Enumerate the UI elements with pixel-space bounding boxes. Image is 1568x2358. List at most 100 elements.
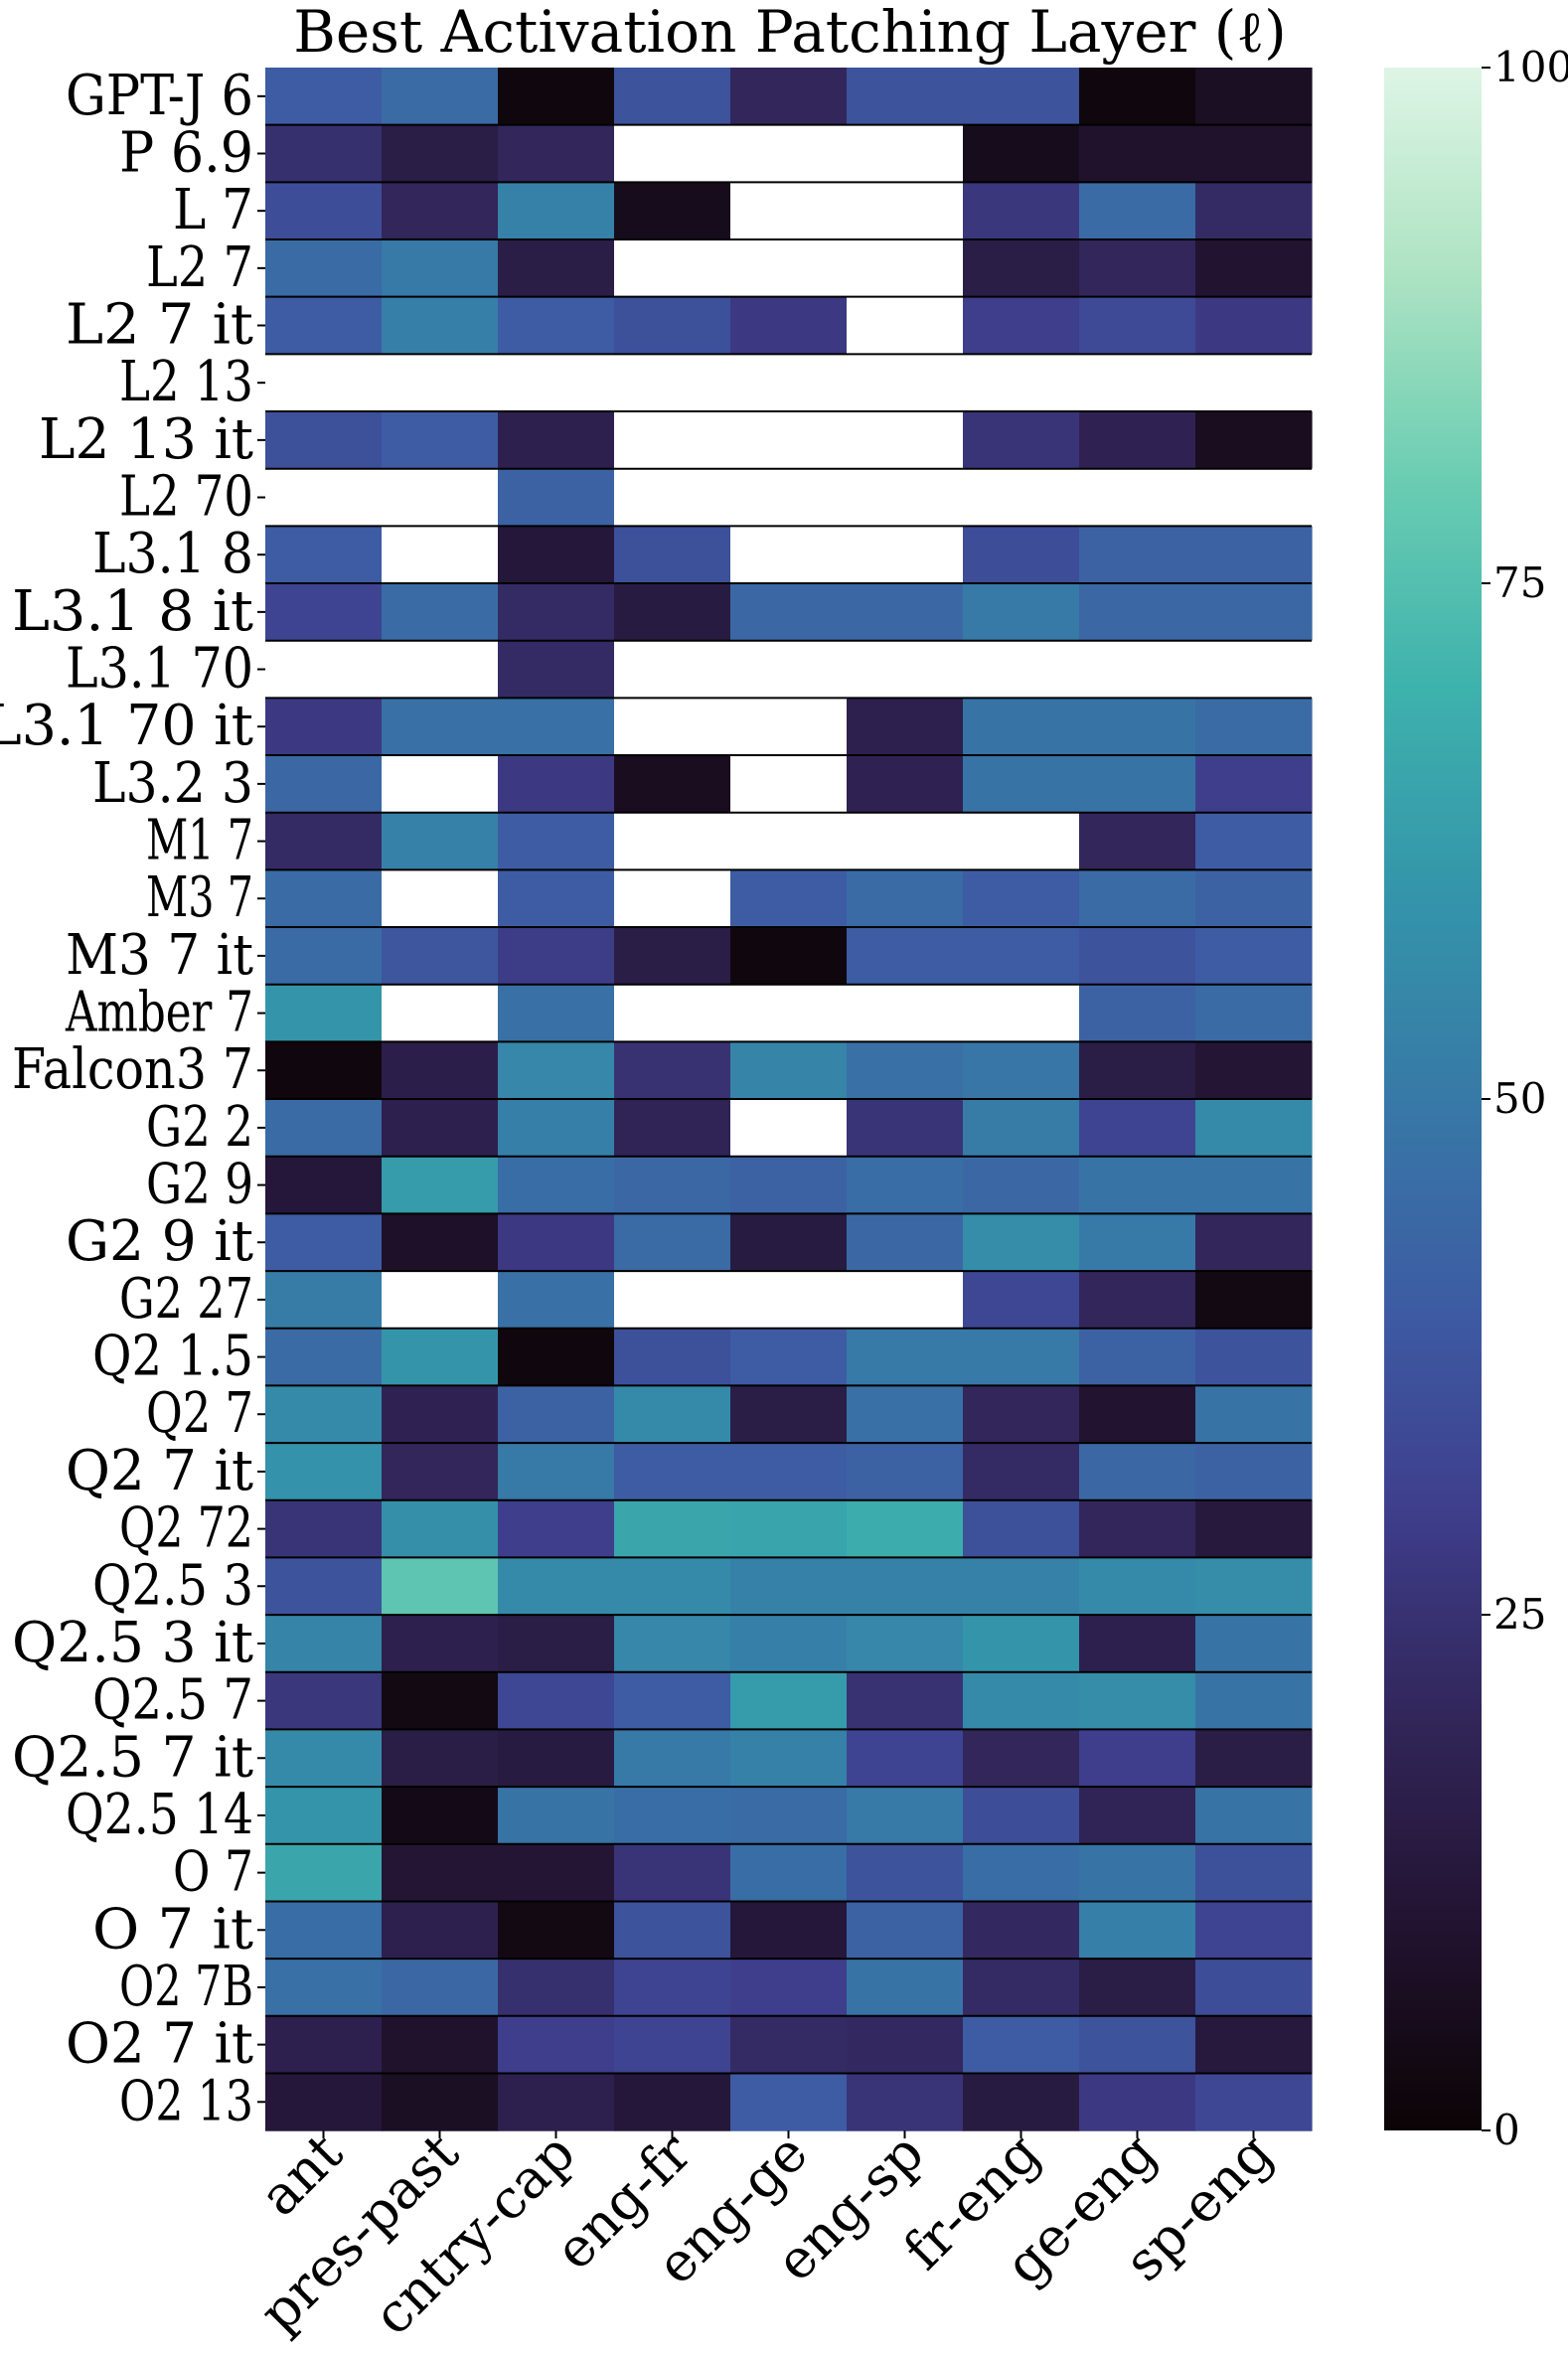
heatmap-cell — [963, 1729, 1080, 1788]
heatmap-cell — [265, 984, 383, 1042]
heatmap-cell — [382, 68, 499, 126]
heatmap-cell — [1195, 1443, 1313, 1501]
heatmap-cell — [265, 2015, 383, 2075]
row-label: P 6.9 — [119, 121, 253, 186]
heatmap-cell — [265, 1499, 383, 1559]
heatmap-cell — [614, 812, 731, 870]
heatmap-cell — [498, 1271, 615, 1330]
heatmap-cell — [498, 583, 615, 642]
heatmap-cell — [498, 1615, 615, 1673]
heatmap-cell — [1079, 1443, 1196, 1501]
heatmap-cell — [847, 984, 964, 1042]
heatmap-cell — [1079, 1671, 1196, 1731]
heatmap-cell — [730, 1099, 848, 1158]
heatmap-cell — [730, 124, 848, 183]
heatmap-cell — [847, 1041, 964, 1100]
heatmap-cell — [614, 1615, 731, 1673]
heatmap-cell — [498, 239, 615, 298]
heatmap-cell — [963, 1156, 1080, 1214]
heatmap-cell — [614, 239, 731, 298]
heatmap-cell — [847, 1099, 964, 1158]
heatmap-cell — [498, 1156, 615, 1214]
heatmap-cell — [963, 2015, 1080, 2075]
heatmap-cell — [730, 1271, 848, 1330]
row-label: L3.1 8 it — [12, 579, 254, 644]
heatmap-cell — [382, 411, 499, 470]
heatmap-cell — [265, 1385, 383, 1444]
row-label: O2 7B — [119, 1955, 253, 2019]
heatmap-cell — [614, 296, 731, 355]
heatmap-cell — [498, 1959, 615, 2017]
heatmap-cell — [847, 2015, 964, 2075]
heatmap-cell — [963, 1959, 1080, 2017]
heatmap-cell — [498, 1557, 615, 1616]
colorbar — [1384, 68, 1482, 2130]
heatmap-cell — [1079, 239, 1196, 298]
row-label: Q2.5 14 — [66, 1783, 253, 1847]
heatmap-cell — [382, 1901, 499, 1960]
heatmap-cell — [963, 927, 1080, 986]
heatmap-cell — [730, 583, 848, 642]
heatmap-cell — [1195, 640, 1313, 699]
heatmap-cell — [614, 1499, 731, 1559]
row-label: O2 7 it — [66, 2012, 253, 2077]
heatmap-cell — [1195, 869, 1313, 928]
heatmap-cell — [382, 468, 499, 527]
heatmap-cell — [1195, 1671, 1313, 1731]
heatmap-cell — [498, 640, 615, 699]
heatmap-cell — [963, 239, 1080, 298]
row-label: G2 9 — [146, 1153, 253, 1217]
heatmap-cell — [1195, 1729, 1313, 1788]
row-label: L2 7 — [146, 236, 253, 300]
heatmap-cell — [498, 124, 615, 183]
heatmap-cell — [382, 1671, 499, 1731]
heatmap-cell — [847, 1671, 964, 1731]
heatmap-cell — [614, 2015, 731, 2075]
row-label: O 7 — [173, 1840, 253, 1905]
row-label: L3.1 8 — [92, 522, 253, 586]
row-label: Falcon3 7 — [12, 1037, 253, 1102]
heatmap-cell — [730, 1615, 848, 1673]
heatmap-cell — [614, 468, 731, 527]
heatmap-cell — [847, 583, 964, 642]
heatmap-cell — [498, 468, 615, 527]
heatmap-cell — [847, 1729, 964, 1788]
heatmap-cell — [614, 68, 731, 126]
heatmap-cell — [1195, 182, 1313, 240]
row-label: Q2 7 it — [66, 1439, 253, 1503]
heatmap-cell — [1195, 984, 1313, 1042]
colorbar-ticks: 0 25 50 75 100 — [1482, 43, 1568, 2154]
heatmap-cell — [847, 296, 964, 355]
heatmap-cell — [382, 1041, 499, 1100]
row-label: O2 13 — [119, 2069, 253, 2133]
heatmap-cell — [498, 869, 615, 928]
heatmap-cell — [265, 1156, 383, 1214]
heatmap-cell — [1195, 239, 1313, 298]
heatmap-cell — [847, 124, 964, 183]
heatmap-cell — [265, 755, 383, 814]
heatmap-cell — [382, 1557, 499, 1616]
heatmap-cell — [963, 1213, 1080, 1272]
heatmap-cell — [498, 812, 615, 870]
column-labels: antpres-pastcntry-capeng-freng-geeng-spf… — [247, 2122, 1284, 2347]
heatmap-cell — [847, 468, 964, 527]
heatmap-cell — [963, 68, 1080, 126]
heatmap-cell — [730, 869, 848, 928]
heatmap-cell — [730, 1729, 848, 1788]
heatmap-cell — [1079, 68, 1196, 126]
heatmap-cell — [614, 984, 731, 1042]
heatmap-cell — [1195, 1099, 1313, 1158]
heatmap-cell — [730, 239, 848, 298]
heatmap-cell — [1079, 583, 1196, 642]
heatmap-cell — [265, 698, 383, 756]
heatmap-cell — [614, 1385, 731, 1444]
heatmap-cell — [963, 1901, 1080, 1960]
heatmap-cell — [963, 182, 1080, 240]
heatmap-cell — [498, 984, 615, 1042]
heatmap-cell — [1079, 869, 1196, 928]
heatmap-cell — [1079, 1099, 1196, 1158]
heatmap-cell — [382, 1099, 499, 1158]
heatmap-cell — [730, 1385, 848, 1444]
